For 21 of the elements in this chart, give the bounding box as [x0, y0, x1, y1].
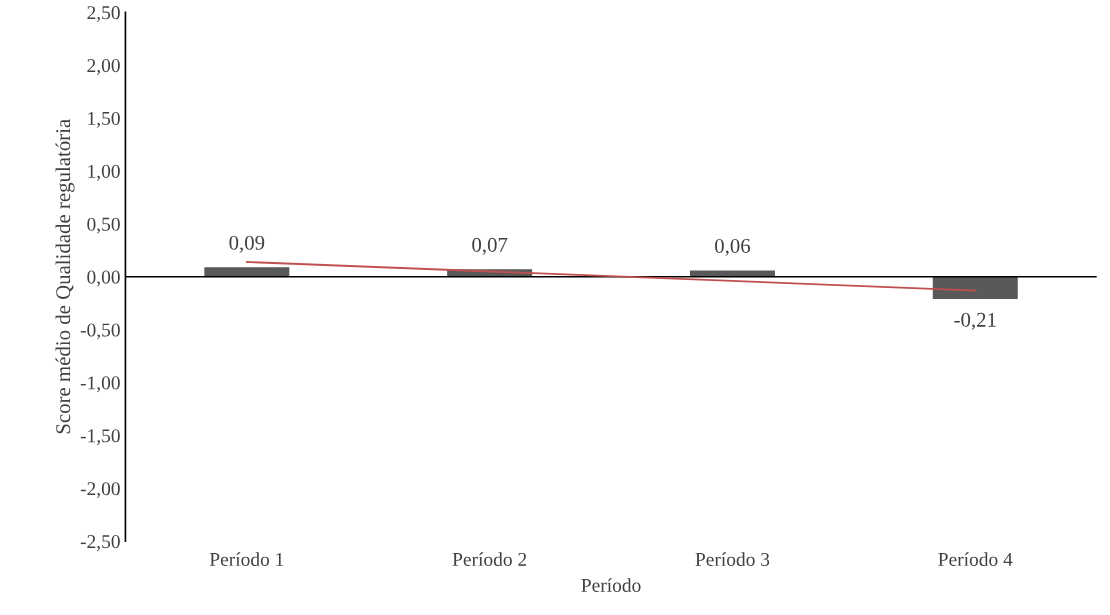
y-tick-label: -2,50	[80, 535, 120, 551]
y-axis-title: Score médio de Qualidade regulatória	[55, 119, 75, 434]
y-tick-label: 2,50	[87, 6, 120, 23]
y-tick-label: -1,50	[80, 429, 120, 446]
y-tick-label: 1,00	[88, 164, 120, 181]
y-tick-label: -2,00	[80, 482, 120, 499]
y-tick-label: 0,00	[87, 270, 120, 287]
x-tick-label: Período 4	[938, 552, 1013, 566]
y-tick-label: 1,50	[88, 111, 120, 128]
x-axis-title: Período	[581, 578, 641, 592]
data-label: 0,09	[229, 235, 265, 253]
y-tick-label: -1,00	[80, 376, 120, 393]
data-label: -0,21	[954, 312, 996, 330]
y-tick-label: -0,50	[80, 323, 120, 340]
y-tick-label: 0,50	[87, 217, 120, 234]
data-label: 0,06	[715, 238, 751, 256]
x-tick-label: Período 3	[695, 552, 770, 566]
y-tick-label: 2,00	[87, 59, 120, 75]
x-tick-label: Período 1	[209, 552, 284, 566]
x-tick-label: Período 2	[452, 552, 527, 566]
data-label: 0,07	[472, 237, 508, 255]
